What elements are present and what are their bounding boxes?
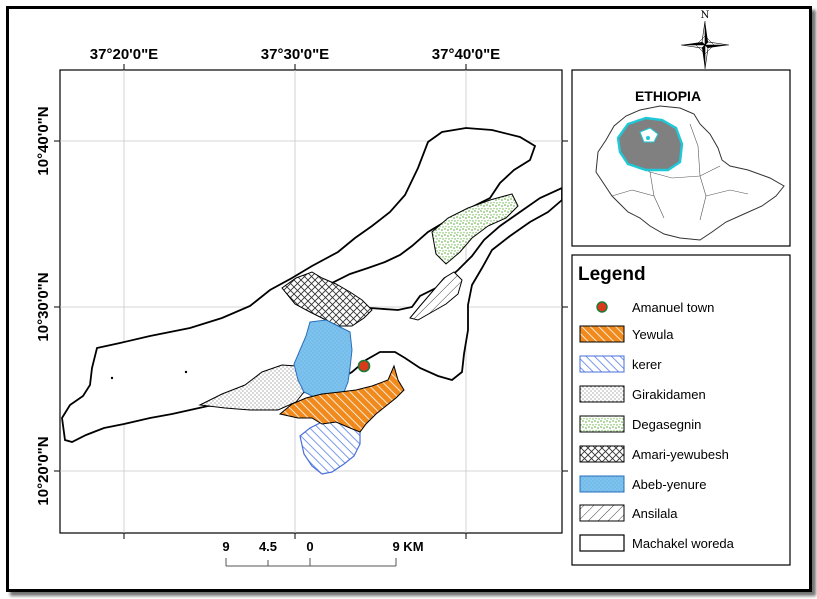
legend-swatch-ansilala — [579, 504, 625, 522]
legend-swatch-abeb-yenure — [579, 475, 625, 493]
legend-label-yewula: Yewula — [632, 327, 674, 342]
amari-yewubesh-area — [281, 271, 373, 327]
legend-label-amanuel-town: Amanuel town — [632, 300, 714, 315]
inset-title: ETHIOPIA — [635, 88, 701, 104]
degasegnin-area — [431, 193, 519, 265]
legend-label-amari-yewubesh: Amari-yewubesh — [632, 447, 729, 462]
lon-label-1: 37°20'0"E — [90, 46, 158, 63]
lat-label-2: 10°30'0"N — [35, 272, 52, 341]
legend-swatch-girakidamen — [579, 385, 625, 403]
amanuel-town-marker — [357, 359, 371, 373]
legend-swatch-degasegnin — [579, 415, 625, 433]
legend-label-machakel-woreda: Machakel woreda — [632, 536, 735, 551]
legend-swatch-yewula — [579, 325, 625, 343]
legend-swatch-amanuel-town — [596, 301, 608, 313]
scale-bar: 9 4.5 0 9 KM — [222, 539, 424, 567]
lon-label-2: 37°30'0"E — [261, 46, 329, 63]
legend-title: Legend — [578, 264, 646, 285]
legend-label-girakidamen: Girakidamen — [632, 387, 706, 402]
legend-label-degasegnin: Degasegnin — [632, 417, 701, 432]
north-label: N — [701, 10, 710, 21]
lat-label-3: 10°20'0"N — [35, 436, 52, 505]
legend-label-kerer: kerer — [632, 357, 662, 372]
legend-label-abeb-yenure: Abeb-yenure — [632, 477, 706, 492]
scale-label-0: 0 — [306, 539, 313, 554]
ethiopia-outline — [595, 105, 785, 241]
legend-swatch-machakel-woreda — [579, 534, 625, 552]
legend-label-ansilala: Ansilala — [632, 506, 678, 521]
scale-label-4-5: 4.5 — [259, 539, 277, 554]
ansilala-area — [409, 271, 463, 321]
north-arrow-icon: N — [680, 10, 730, 70]
legend-swatch-amari-yewubesh — [579, 445, 625, 463]
lon-label-3: 37°40'0"E — [432, 46, 500, 63]
scale-label-9: 9 — [222, 539, 229, 554]
legend-swatch-kerer — [579, 355, 625, 373]
lat-label-1: 10°40'0"N — [35, 106, 52, 175]
yewula-area — [278, 364, 405, 433]
amhara-region-highlight — [616, 116, 684, 172]
scale-label-9-km: 9 KM — [392, 539, 423, 554]
